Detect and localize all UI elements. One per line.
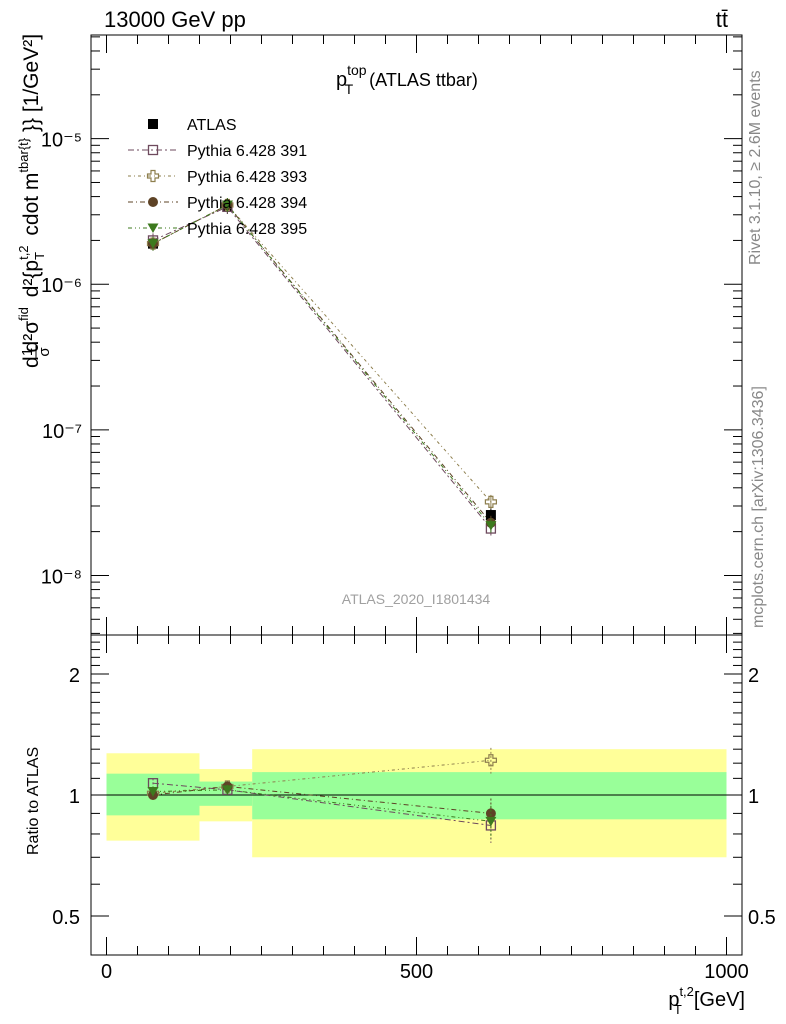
title-sub: T <box>345 81 354 97</box>
ylabel-prefix: d <box>20 356 43 368</box>
rivet-label: Rivet 3.1.10, ≥ 2.6M events <box>747 70 764 265</box>
x-tick-label: 0 <box>101 961 112 983</box>
ylabel-num: d²σ <box>20 321 43 353</box>
main-series-markers <box>146 198 497 536</box>
legend-label: Pythia 6.428 394 <box>187 195 307 212</box>
main-data-point <box>485 510 496 521</box>
main-y-tick-label: 10⁻⁸ <box>41 566 82 588</box>
mcplots-label: mcplots.cern.ch [arXiv:1306.3436] <box>750 386 767 628</box>
ylabel-num-sup: fid <box>16 307 31 321</box>
main-series-line <box>152 204 492 503</box>
ylabel-den-rest-sup: tbar{t} <box>16 137 31 172</box>
ratio-y-tick-label: 0.5 <box>52 907 80 929</box>
title-sup: top <box>347 62 367 78</box>
ratio-data-point <box>147 787 159 797</box>
ylabel-suffix: }} [1/GeV²] <box>20 34 43 132</box>
chart-title: ptop T (ATLAS ttbar) <box>336 62 478 97</box>
process-label: tt̄ <box>716 7 728 32</box>
title-main: p <box>336 69 347 91</box>
analysis-watermark: ATLAS_2020_I1801434 <box>342 591 491 607</box>
xlabel-sub: T <box>674 1002 682 1017</box>
legend-label: Pythia 6.428 395 <box>187 221 307 238</box>
ylabel-den-sub: T <box>32 252 47 260</box>
main-y-axis-fraction: 1 σ <box>19 345 53 359</box>
ylabel-frac-num: 1 <box>19 348 36 356</box>
main-series-line <box>152 204 492 524</box>
ylabel-den-sup: t,2 <box>16 245 31 259</box>
energy-label: 13000 GeV pp <box>104 7 246 32</box>
legend-marker <box>147 144 159 156</box>
ratio-plot-frame <box>90 634 743 956</box>
ratio-y-tick-labels: 0.5 0.5 1 1 2 2 <box>52 665 776 929</box>
main-y-tick-label: 10⁻⁵ <box>41 130 82 152</box>
ratio-series-markers <box>146 747 497 843</box>
legend-label: ATLAS <box>187 117 237 134</box>
ratio-y-tick-label: 1 <box>69 786 80 808</box>
ratio-data-point <box>485 808 496 819</box>
legend: ATLAS Pythia 6.428 391 Pythia 6.428 393 Pyt… <box>128 117 307 238</box>
xlabel-sup: t,2 <box>679 984 693 999</box>
main-y-axis-label: d d²σfid d²{pTt,2 cdot mtbar{t} }} [1/Ge… <box>10 34 47 368</box>
main-data-point <box>485 521 497 531</box>
ratio-data-point <box>484 754 497 767</box>
ylabel-den-rest: cdot m <box>20 173 43 236</box>
main-data-point <box>147 239 159 249</box>
ratio-uncertainty-bands <box>106 749 727 858</box>
x-tick-labels: 0 500 1000 <box>101 961 749 983</box>
legend-marker <box>148 197 158 207</box>
ylabel-den: d²{p <box>20 260 43 297</box>
x-tick-label: 500 <box>400 961 433 983</box>
legend-label: Pythia 6.428 393 <box>187 169 307 186</box>
legend-marker <box>148 119 158 129</box>
main-y-tick-label: 10⁻⁷ <box>42 421 82 443</box>
xlabel-main: p <box>668 989 679 1011</box>
main-series-line <box>152 204 492 526</box>
main-axis-ticks <box>91 35 742 635</box>
legend-label: Pythia 6.428 391 <box>187 143 307 160</box>
ratio-y-tick-label: 2 <box>69 665 80 687</box>
svg-text:d d²σfid d²{pTt,2: d d²σfid d²{pTt,2 cdot mtbar{t} }} [1/Ge… <box>10 34 47 368</box>
ratio-y-tick-label: 2 <box>748 665 759 687</box>
x-tick-label: 1000 <box>704 961 749 983</box>
ratio-y-tick-label: 1 <box>748 786 759 808</box>
legend-marker <box>146 169 160 183</box>
main-series-line <box>152 206 492 529</box>
ylabel-frac-den: σ <box>36 347 53 357</box>
ratio-data-point <box>485 816 497 827</box>
title-rest: (ATLAS ttbar) <box>369 70 478 90</box>
x-axis-label: pt,2 T [GeV] <box>668 984 745 1017</box>
legend-marker <box>147 223 159 233</box>
main-y-tick-label: 10⁻⁶ <box>41 275 82 297</box>
main-data-point <box>484 495 497 509</box>
main-data-point <box>221 200 233 211</box>
main-series-lines <box>152 204 492 529</box>
main-y-tick-labels: 10⁻⁸ 10⁻⁷ 10⁻⁶ 10⁻⁵ <box>41 130 82 589</box>
ratio-data-point <box>221 785 233 795</box>
xlabel-rest: [GeV] <box>694 989 745 1011</box>
ratio-y-tick-label: 0.5 <box>748 907 776 929</box>
ratio-y-axis-label: Ratio to ATLAS <box>25 747 42 855</box>
ratio-series-line <box>152 759 491 794</box>
ratio-series-line <box>152 789 491 822</box>
